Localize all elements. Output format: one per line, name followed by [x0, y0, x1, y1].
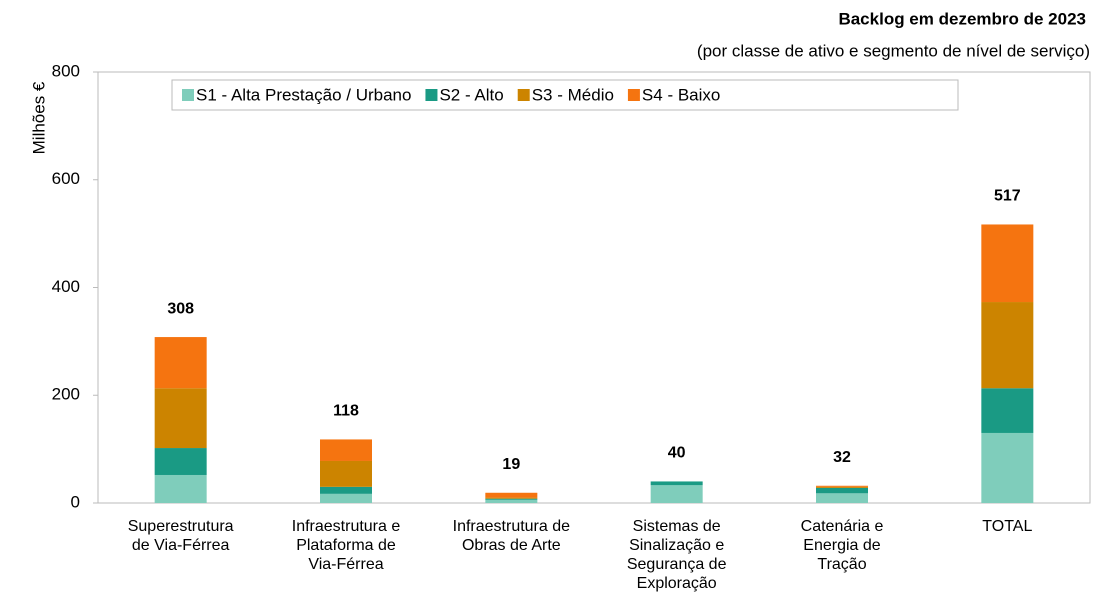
- x-tick-label-line: Tração: [817, 556, 866, 573]
- total-label: 40: [668, 445, 686, 462]
- y-tick-label: 400: [52, 277, 80, 296]
- bar-segment: [154, 337, 207, 389]
- x-tick-label-line: Obras de Arte: [462, 537, 561, 554]
- bar-segment: [650, 481, 703, 486]
- y-tick-label: 200: [52, 385, 80, 404]
- plot-frame: [97, 71, 1091, 504]
- x-tick-label-line: Sinalização e: [629, 537, 724, 554]
- legend-swatch: [182, 89, 194, 101]
- legend-label: S3 - Médio: [532, 85, 614, 104]
- total-label: 118: [333, 403, 359, 420]
- x-tick-label-line: Catenária e: [801, 518, 884, 535]
- bar-segment: [154, 448, 207, 475]
- bar-segment: [485, 492, 538, 498]
- x-tick-label-line: Sistemas de: [633, 518, 721, 535]
- legend-swatch: [425, 89, 438, 101]
- bar-segment: [981, 432, 1034, 503]
- legend-swatch: [627, 89, 640, 101]
- bar-segment: [485, 499, 538, 503]
- legend-swatch: [517, 89, 530, 101]
- bar-segment: [816, 493, 868, 503]
- total-label: 517: [994, 188, 1021, 205]
- legend-box: [171, 79, 959, 111]
- chart-title: Backlog em dezembro de 2023: [838, 9, 1086, 28]
- total-label: 32: [833, 449, 851, 466]
- x-tick-label-line: Plataforma de: [296, 537, 396, 554]
- legend-label: S2 - Alto: [439, 85, 503, 104]
- x-tick-label: Superestrutura de Via-Férrea: [128, 518, 234, 554]
- legend-label: S1 - Alta Prestação / Urbano: [196, 85, 411, 104]
- bar-segment: [981, 388, 1034, 433]
- y-axis-label: Milhões €: [29, 81, 48, 154]
- bar-segment: [485, 497, 538, 499]
- bar-segment: [816, 485, 868, 487]
- bar-segment: [320, 486, 372, 494]
- bar-segment: [816, 486, 868, 488]
- x-tick-label-line: Energia de: [803, 537, 880, 554]
- bar-segment: [320, 460, 372, 487]
- x-tick-label-line: Segurança de: [627, 556, 727, 573]
- bar-segment: [154, 474, 207, 503]
- x-tick-label: Sistemas de Sinalização e Segurança de Expl…: [627, 518, 727, 592]
- x-tick-label-line: Infraestrutura e: [292, 518, 401, 535]
- x-tick-label-line: Infraestrutura de: [453, 518, 571, 535]
- y-tick-label: 0: [71, 492, 80, 511]
- bar-segment: [981, 302, 1034, 389]
- bar-segment: [320, 439, 372, 461]
- x-tick-label: Infraestrutura de Obras de Arte: [453, 518, 571, 554]
- bar-segment: [650, 485, 703, 503]
- chart-subtitle: (por classe de ativo e segmento de nível…: [697, 41, 1090, 60]
- x-tick-label: Infraestrutura e Plataforma de Via-Férrea: [292, 518, 401, 573]
- total-label: 19: [502, 456, 520, 473]
- x-tick-label-line: Exploração: [637, 575, 717, 592]
- total-label: 308: [167, 300, 194, 317]
- bar-segment: [981, 224, 1034, 303]
- x-tick-label-line: TOTAL: [982, 518, 1032, 535]
- bar-segment: [320, 493, 372, 503]
- x-tick-label-line: de Via-Férrea: [132, 537, 230, 554]
- y-tick-label: 600: [52, 169, 80, 188]
- x-tick-label-line: Via-Férrea: [308, 556, 383, 573]
- bar-segment: [154, 388, 207, 449]
- x-tick-label-line: Superestrutura: [128, 518, 234, 535]
- bar-segment: [485, 498, 538, 500]
- y-tick-label: 800: [52, 61, 80, 80]
- legend-label: S4 - Baixo: [642, 85, 720, 104]
- x-tick-label: Catenária e Energia de Tração: [801, 518, 884, 573]
- x-tick-label: TOTAL: [982, 518, 1032, 535]
- bar-segment: [816, 487, 868, 494]
